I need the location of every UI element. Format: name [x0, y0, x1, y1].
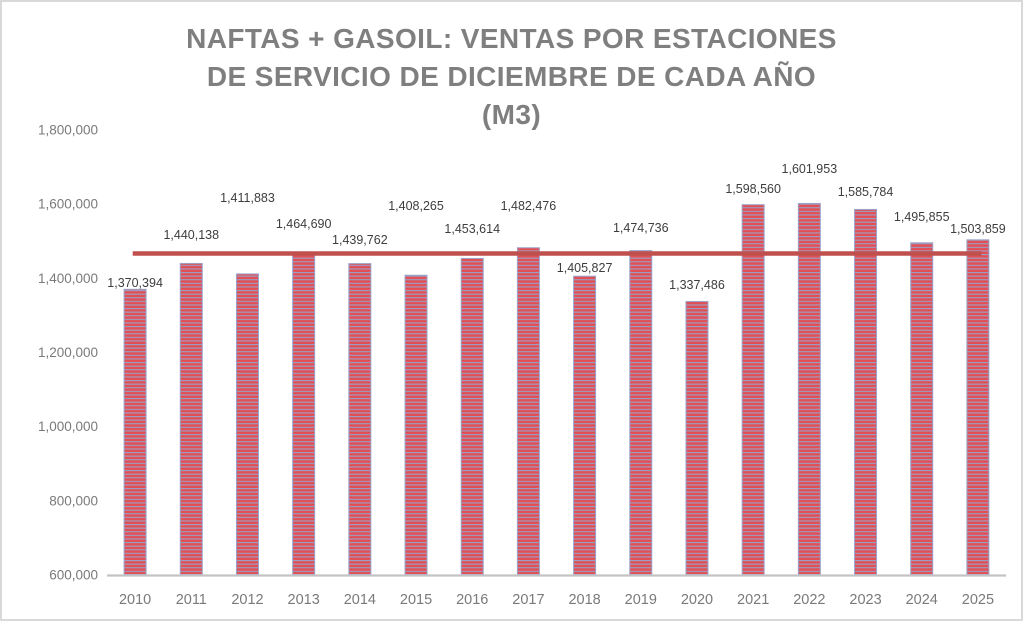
x-axis-label-2010: 2010 — [119, 592, 151, 608]
y-tick-label: 1,600,000 — [38, 197, 98, 212]
bar-2025 — [966, 239, 990, 576]
data-label-2012: 1,411,883 — [220, 191, 275, 205]
data-label-2025: 1,503,859 — [950, 222, 1006, 236]
bar-2015 — [404, 274, 428, 575]
bar-2022 — [797, 202, 821, 575]
bar-2013 — [292, 253, 316, 576]
x-axis-label-2021: 2021 — [737, 592, 769, 608]
data-label-2011: 1,440,138 — [163, 228, 219, 242]
x-axis-label-2011: 2011 — [176, 592, 207, 608]
data-label-2023: 1,585,784 — [838, 185, 894, 199]
x-axis-label-2019: 2019 — [625, 592, 657, 608]
x-axis-label-2016: 2016 — [456, 592, 488, 608]
y-tick-label: 1,000,000 — [38, 419, 98, 434]
x-axis-label-2020: 2020 — [681, 592, 713, 608]
y-tick-label: 1,800,000 — [38, 123, 98, 138]
data-label-2010: 1,370,394 — [107, 276, 163, 290]
x-axis-label-2025: 2025 — [962, 592, 994, 608]
data-label-2015: 1,408,265 — [388, 199, 444, 213]
chart-title: NAFTAS + GASOIL: VENTAS POR ESTACIONES D… — [2, 20, 1021, 134]
chart-title-line-3: (M3) — [481, 99, 542, 130]
bar-2021 — [741, 204, 765, 576]
x-axis-label-2024: 2024 — [906, 592, 938, 608]
bar-2016 — [460, 257, 484, 575]
data-label-2017: 1,482,476 — [501, 199, 557, 213]
data-label-2020: 1,337,486 — [669, 278, 725, 292]
y-tick-label: 800,000 — [49, 493, 98, 508]
x-axis-label-2012: 2012 — [231, 592, 263, 608]
data-label-2024: 1,495,855 — [894, 210, 950, 224]
data-label-2021: 1,598,560 — [725, 182, 781, 196]
x-axis-label-2022: 2022 — [793, 592, 825, 608]
bar-2019 — [629, 250, 653, 575]
data-label-2022: 1,601,953 — [782, 162, 838, 176]
chart-title-line-2: DE SERVICIO DE DICIEMBRE DE CADA AÑO — [206, 61, 817, 92]
data-label-2016: 1,453,614 — [444, 222, 500, 236]
x-axis-label-2017: 2017 — [512, 592, 544, 608]
bar-2024 — [910, 242, 934, 575]
y-tick-label: 600,000 — [49, 568, 98, 583]
y-tick-label: 1,200,000 — [38, 345, 98, 360]
bar-2018 — [573, 275, 597, 575]
data-label-2013: 1,464,690 — [276, 217, 332, 231]
bar-2023 — [854, 208, 878, 575]
x-axis-label-2014: 2014 — [344, 592, 376, 608]
bar-2012 — [235, 273, 259, 575]
data-label-2014: 1,439,762 — [332, 233, 388, 247]
bar-2014 — [348, 263, 372, 575]
bar-2020 — [685, 301, 709, 575]
x-axis-label-2015: 2015 — [400, 592, 432, 608]
data-label-2018: 1,405,827 — [557, 261, 613, 275]
data-label-2019: 1,474,736 — [613, 221, 669, 235]
bar-2010 — [123, 288, 147, 575]
bar-2011 — [179, 262, 203, 575]
x-axis-label-2013: 2013 — [288, 592, 320, 608]
y-tick-label: 1,400,000 — [38, 271, 98, 286]
x-axis-label-2023: 2023 — [849, 592, 881, 608]
x-axis-label-2018: 2018 — [568, 592, 600, 608]
bar-2017 — [516, 247, 540, 576]
chart-title-line-1: NAFTAS + GASOIL: VENTAS POR ESTACIONES — [186, 23, 837, 54]
